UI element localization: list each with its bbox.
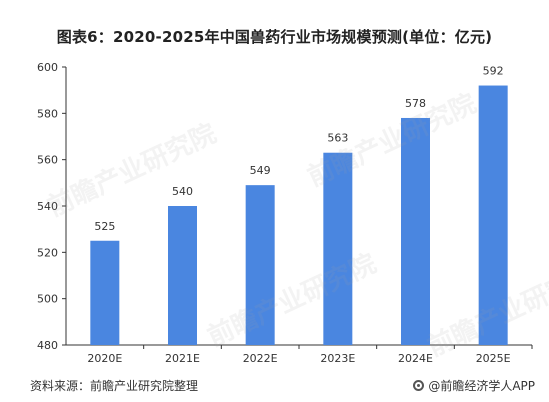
data-label: 578: [405, 97, 426, 110]
y-tick-label: 580: [37, 107, 58, 120]
x-tick-label: 2023E: [320, 352, 355, 365]
brand-credit: @前瞻经济学人APP: [413, 377, 535, 394]
x-tick-label: 2021E: [165, 352, 200, 365]
y-tick-label: 600: [37, 61, 58, 74]
y-tick-label: 480: [37, 339, 58, 352]
source-note: 资料来源：前瞻产业研究院整理: [30, 379, 199, 393]
bar: [245, 185, 275, 345]
data-label: 549: [250, 164, 271, 177]
y-tick-label: 560: [37, 154, 58, 167]
data-label: 525: [94, 220, 115, 233]
x-tick-label: 2024E: [398, 352, 433, 365]
data-label: 540: [172, 185, 193, 198]
bar: [168, 206, 197, 345]
bar: [478, 85, 508, 346]
chart-title: 图表6：2020-2025年中国兽药行业市场规模预测(单位：亿元): [56, 28, 493, 46]
y-tick-label: 520: [37, 246, 58, 259]
bar: [90, 240, 120, 345]
y-tick-label: 500: [37, 293, 58, 306]
brand-label: @前瞻经济学人APP: [428, 379, 535, 393]
data-label: 592: [483, 65, 504, 78]
x-tick-label: 2020E: [87, 352, 122, 365]
bar: [323, 152, 353, 345]
y-tick-label: 540: [37, 200, 58, 213]
brand-logo-icon: [413, 380, 425, 391]
x-tick-label: 2025E: [476, 352, 511, 365]
x-tick-label: 2022E: [243, 352, 278, 365]
data-label: 563: [327, 132, 348, 145]
bar: [401, 117, 430, 345]
